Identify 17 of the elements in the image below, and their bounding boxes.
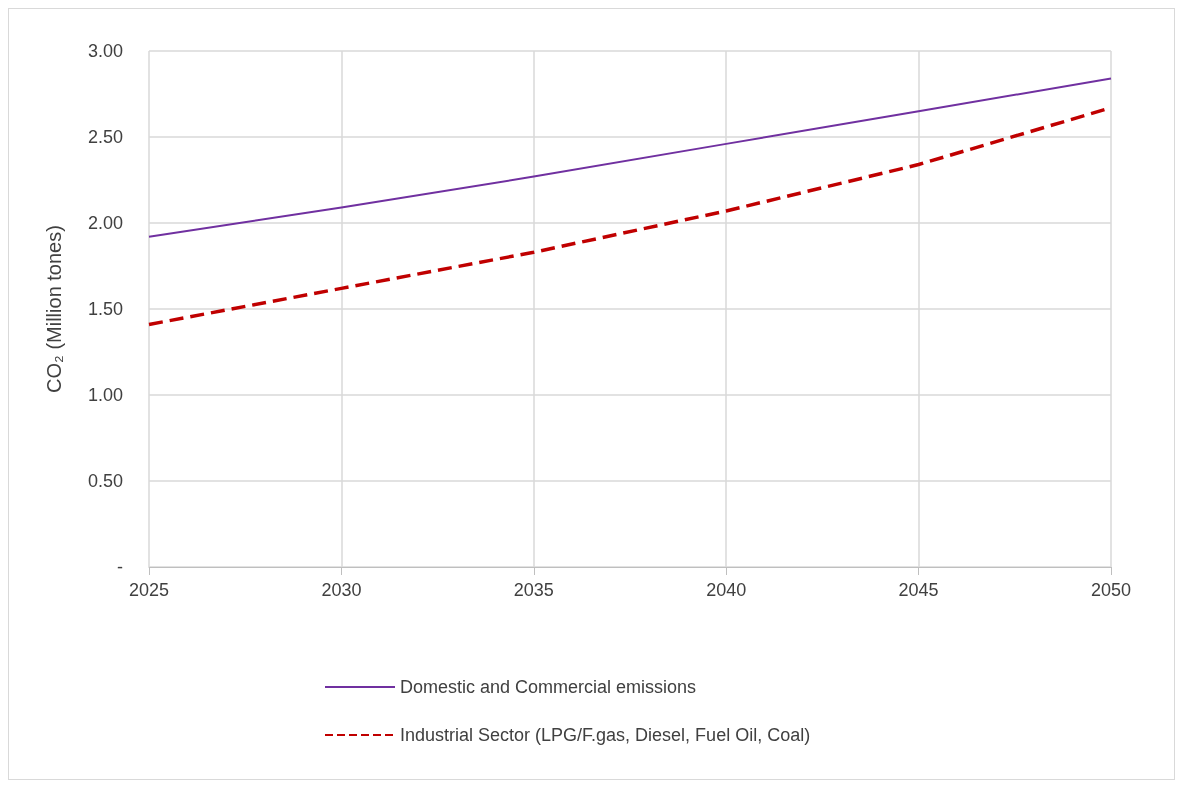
x-tick-label: 2050 [1090, 580, 1132, 600]
line-series [148, 77, 1112, 238]
y-tick-label: 1.50 [87, 299, 123, 319]
y-tick-label: - [117, 557, 123, 577]
y-tick-label: 3.00 [87, 41, 123, 61]
y-tick-label: 2.00 [87, 213, 123, 233]
y-tick-label: 1.00 [87, 385, 123, 405]
x-tick-label: 2045 [898, 580, 939, 600]
x-tick-label: 2030 [321, 580, 362, 600]
y-axis-title: CO₂ (Million tones) [43, 225, 65, 393]
x-tick-label: 2040 [706, 580, 747, 600]
y-tick-label: 2.50 [87, 127, 123, 147]
x-tick-label: 2035 [513, 580, 554, 600]
y-tick-label: 0.50 [87, 471, 123, 491]
legend-label: Domestic and Commercial emissions [400, 677, 697, 697]
legend-label: Industrial Sector (LPG/F.gas, Diesel, Fuel Oil, Coal) [400, 725, 811, 745]
x-tick-label: 2025 [128, 580, 170, 600]
